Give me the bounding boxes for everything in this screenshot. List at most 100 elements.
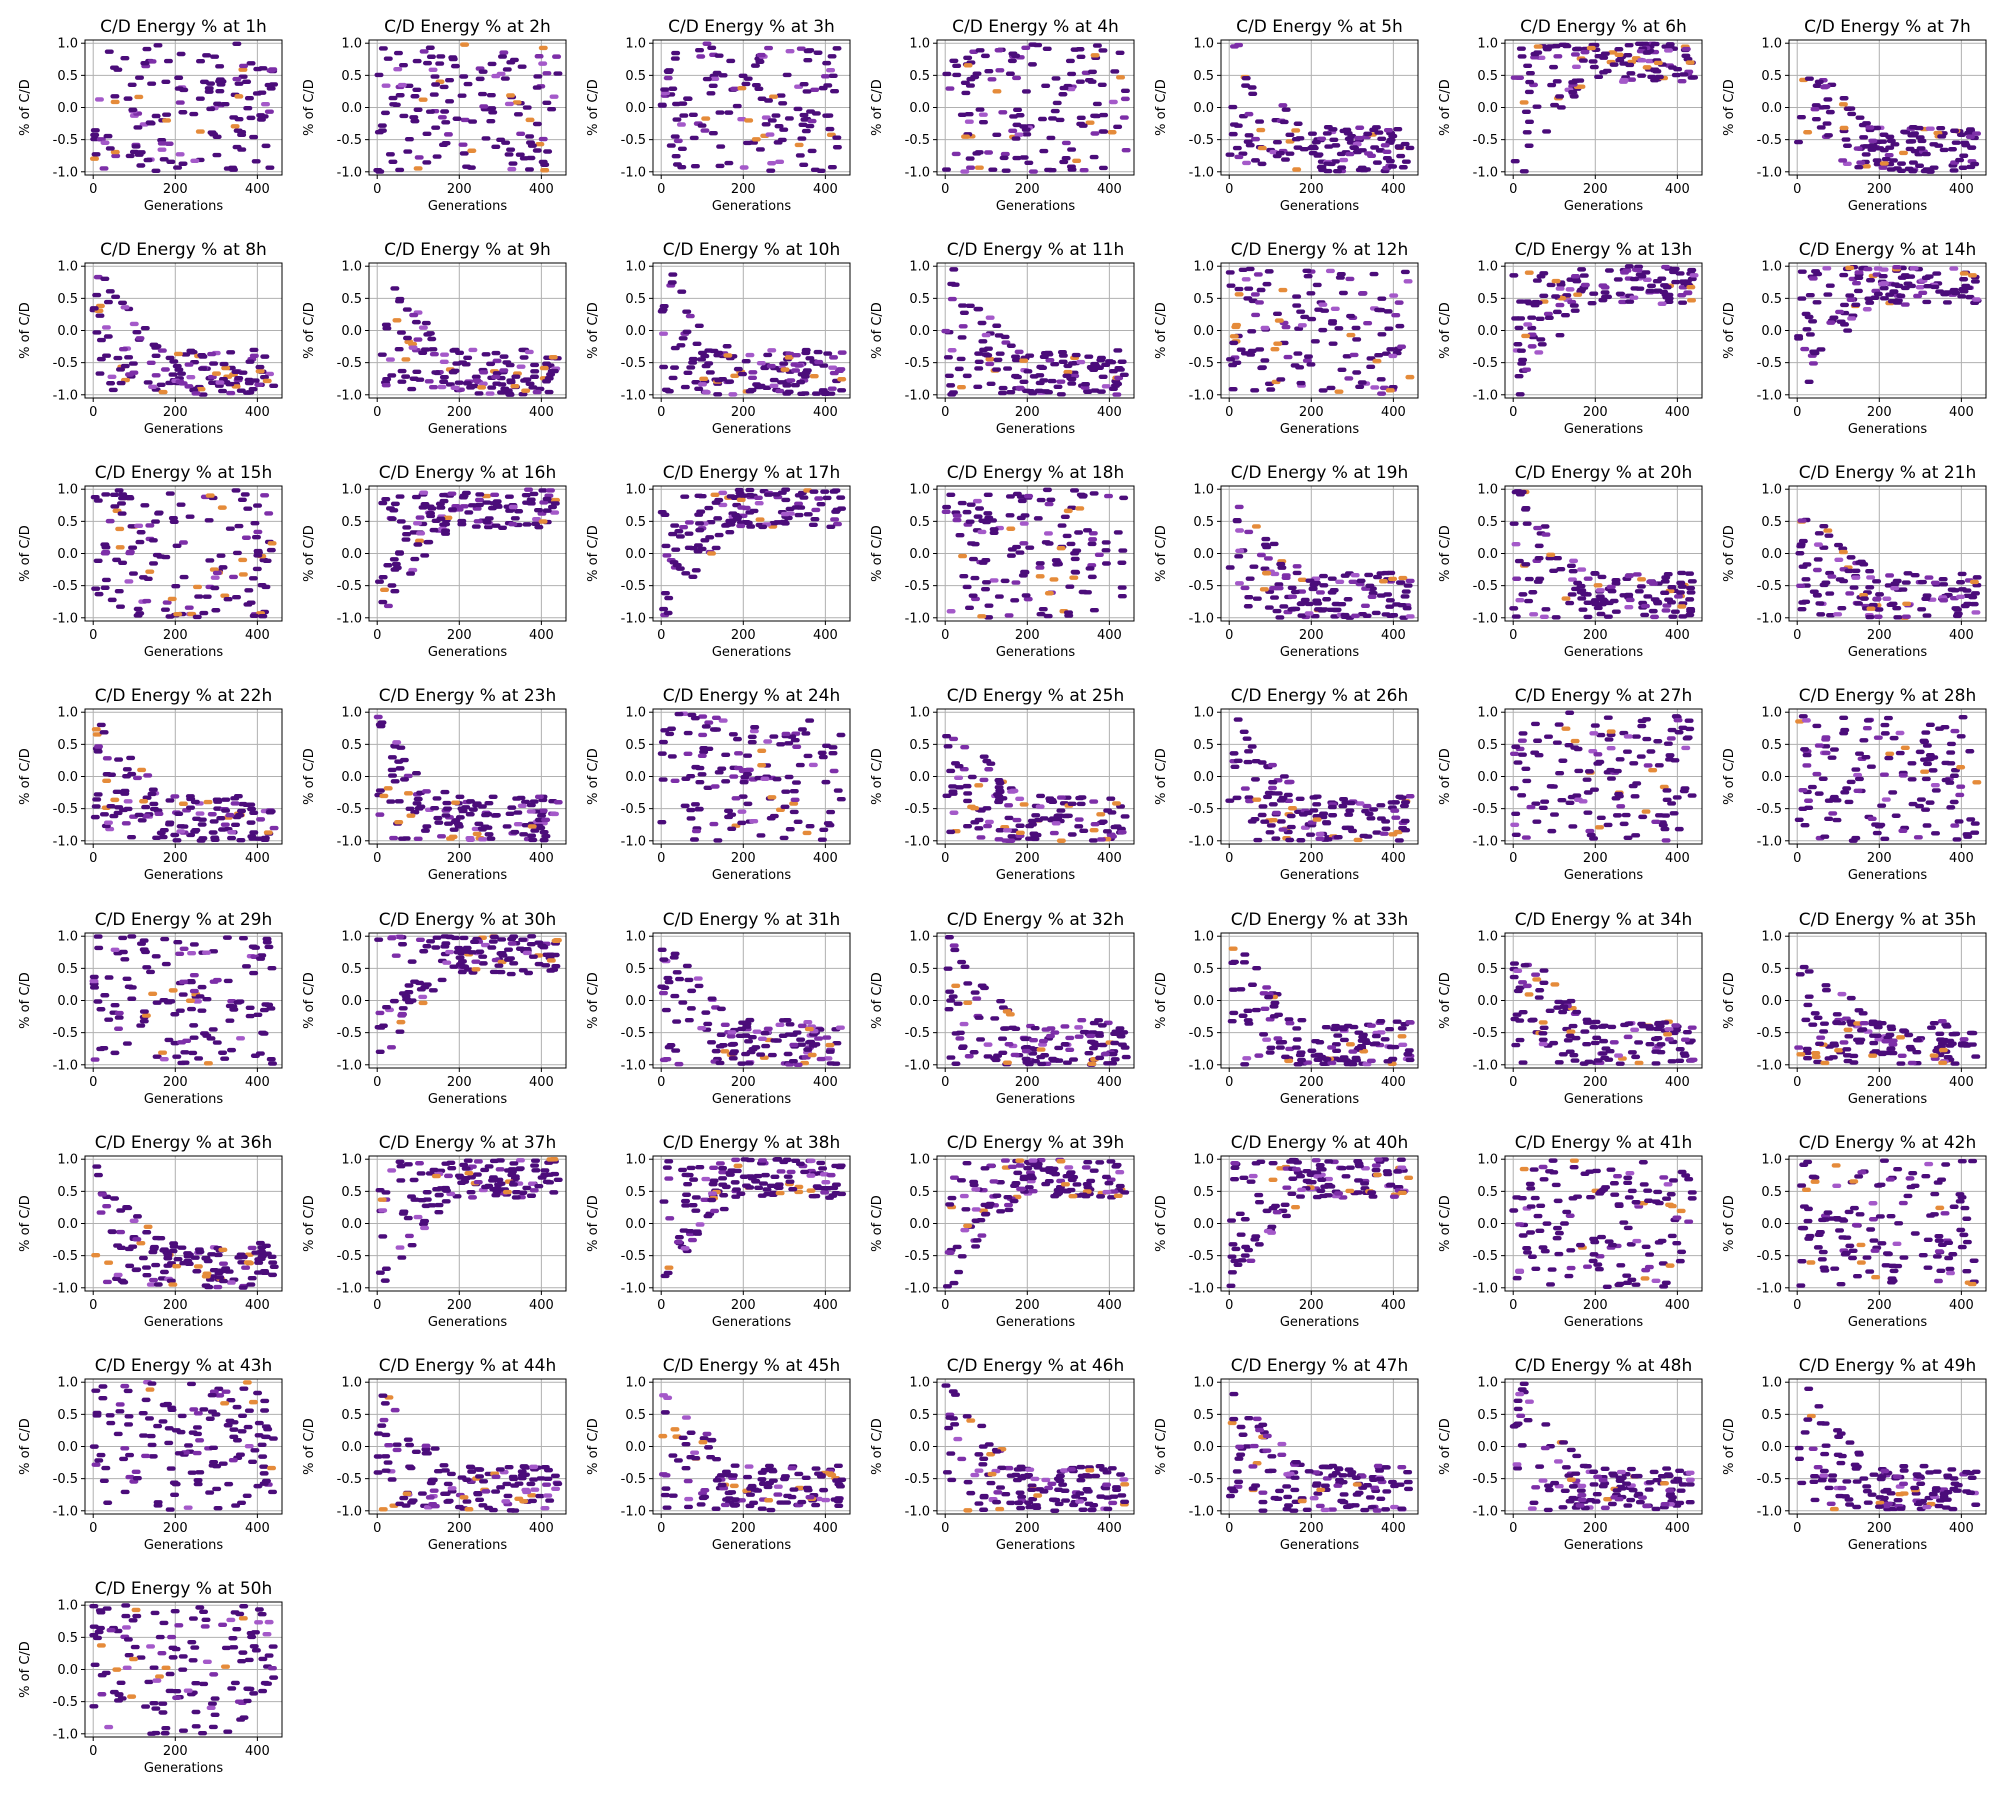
- scatter-point: [1119, 115, 1129, 120]
- scatter-point: [1856, 559, 1866, 565]
- y-tick-label: -1.0: [337, 834, 362, 849]
- scatter-point: [1253, 837, 1263, 843]
- scatter-point: [533, 74, 543, 79]
- scatter-point: [757, 763, 767, 768]
- scatter-point: [995, 68, 1005, 73]
- scatter-point: [1000, 578, 1010, 584]
- x-tick-label: 400: [245, 851, 270, 866]
- scatter-point: [1075, 506, 1085, 511]
- scatter-points: [89, 274, 279, 397]
- scatter-point: [249, 353, 259, 359]
- scatter-point: [1101, 384, 1111, 389]
- scatter-point: [207, 351, 217, 357]
- scatter-point: [1845, 265, 1855, 271]
- subplot-22: 0 200 400-1.0-0.50.00.51.0C/D Energy % at …: [18, 686, 283, 883]
- scatter-point: [711, 545, 721, 551]
- scatter-point: [1509, 273, 1519, 278]
- scatter-point: [1666, 736, 1676, 741]
- scatter-point: [206, 106, 216, 112]
- y-tick-label: 0.5: [909, 69, 930, 84]
- scatter-point: [832, 507, 842, 513]
- scatter-point: [1051, 76, 1061, 81]
- y-tick-label: -0.5: [53, 579, 78, 594]
- scatter-points: [1225, 266, 1415, 396]
- scatter-point: [1568, 80, 1578, 85]
- y-tick-label: -1.0: [1757, 388, 1782, 403]
- scatter-point: [147, 81, 157, 86]
- scatter-point: [1630, 794, 1640, 799]
- scatter-point: [169, 359, 179, 364]
- scatter-point: [439, 359, 449, 364]
- scatter-point: [454, 380, 464, 385]
- scatter-point: [1514, 558, 1524, 564]
- scatter-point: [205, 493, 215, 498]
- scatter-point: [711, 727, 721, 732]
- scatter-point: [811, 111, 821, 116]
- scatter-point: [1880, 836, 1890, 842]
- scatter-point: [249, 134, 259, 140]
- scatter-point: [1900, 302, 1910, 307]
- scatter-point: [745, 352, 755, 358]
- scatter-point: [675, 566, 685, 571]
- scatter-point: [151, 373, 161, 378]
- scatter-point: [136, 941, 146, 946]
- scatter-point: [1931, 788, 1941, 793]
- scatter-point: [504, 391, 514, 396]
- scatter-point: [984, 68, 994, 74]
- scatter-point: [1114, 375, 1124, 381]
- scatter-point: [985, 315, 995, 320]
- scatter-point: [437, 115, 447, 120]
- scatter-point: [226, 390, 236, 396]
- scatter-point: [1929, 165, 1939, 170]
- scatter-point: [1047, 167, 1057, 173]
- scatter-point: [159, 998, 169, 1003]
- scatter-point: [1078, 123, 1088, 128]
- scatter-points: [1225, 42, 1415, 174]
- scatter-point: [1004, 815, 1014, 821]
- scatter-point: [397, 379, 407, 384]
- scatter-point: [459, 151, 469, 156]
- scatter-point: [1916, 146, 1926, 151]
- scatter-point: [133, 606, 143, 612]
- scatter-point: [1577, 267, 1587, 272]
- scatter-point: [1865, 614, 1875, 620]
- scatter-point: [1322, 597, 1332, 602]
- scatter-point: [947, 296, 957, 302]
- scatter-point: [436, 834, 446, 839]
- scatter-point: [225, 1018, 235, 1023]
- scatter-point: [1689, 273, 1699, 278]
- scatter-point: [942, 504, 952, 510]
- scatter-point: [1521, 766, 1531, 772]
- scatter-point: [161, 554, 171, 560]
- scatter-point: [1965, 127, 1975, 132]
- scatter-point: [1903, 571, 1913, 576]
- y-tick-label: 0.0: [341, 770, 362, 785]
- scatter-point: [176, 51, 186, 57]
- scatter-point: [743, 520, 753, 526]
- scatter-point: [798, 122, 808, 127]
- scatter-point: [694, 807, 704, 812]
- scatter-point: [1377, 332, 1387, 337]
- scatter-point: [552, 54, 562, 59]
- scatter-point: [157, 147, 167, 152]
- scatter-point: [1118, 548, 1128, 553]
- scatter-point: [1509, 606, 1519, 611]
- scatter-point: [952, 63, 962, 69]
- subplot-title: C/D Energy % at 3h: [668, 17, 835, 37]
- scatter-point: [1909, 266, 1919, 271]
- scatter-point: [1245, 576, 1255, 581]
- scatter-point: [197, 817, 207, 822]
- scatter-point: [1524, 270, 1534, 275]
- scatter-point: [1898, 773, 1908, 778]
- scatter-point: [1967, 273, 1977, 278]
- scatter-point: [1953, 611, 1963, 616]
- scatter-point: [1907, 777, 1917, 782]
- x-axis-label: Generations: [1564, 645, 1644, 660]
- scatter-point: [1303, 810, 1313, 816]
- scatter-point: [974, 306, 984, 312]
- scatter-point: [385, 506, 395, 511]
- scatter-point: [1593, 583, 1603, 588]
- scatter-point: [378, 599, 388, 605]
- scatter-point: [1615, 757, 1625, 762]
- scatter-point: [1307, 131, 1317, 136]
